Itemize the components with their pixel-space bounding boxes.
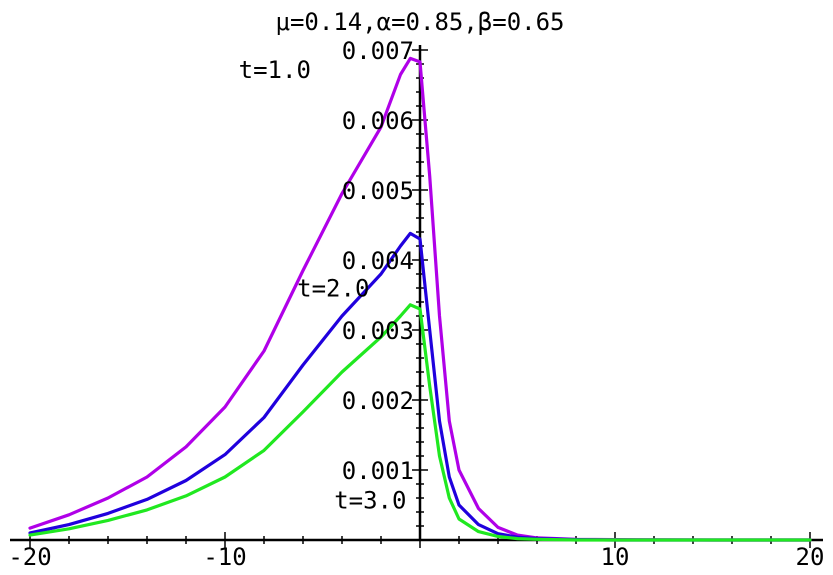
series-layer bbox=[28, 56, 812, 542]
y-tick-label: 0.005 bbox=[342, 177, 414, 205]
labels-layer: -20 -10 10 20 0.001 0.002 0.003 0.004 0.005 0.006… bbox=[8, 37, 824, 571]
chart-title: μ=0.14,α=0.85,β=0.65 bbox=[276, 8, 565, 36]
series-annotation: t=1.0 bbox=[239, 56, 311, 84]
x-tick-label: -10 bbox=[203, 543, 246, 571]
y-tick-label: 0.003 bbox=[342, 317, 414, 345]
y-tick-label: 0.002 bbox=[342, 387, 414, 415]
series-annotation: t=2.0 bbox=[297, 274, 369, 302]
x-tick-label: 10 bbox=[601, 543, 630, 571]
series-annotation: t=3.0 bbox=[334, 487, 406, 515]
axes bbox=[10, 45, 823, 548]
y-tick-label: 0.001 bbox=[342, 457, 414, 485]
x-tick-label: 20 bbox=[796, 543, 825, 571]
x-tick-label: -20 bbox=[8, 543, 51, 571]
series-line-3 bbox=[28, 303, 812, 542]
y-tick-label: 0.004 bbox=[342, 247, 414, 275]
y-tick-label: 0.006 bbox=[342, 107, 414, 135]
y-tick-label: 0.007 bbox=[342, 37, 414, 65]
